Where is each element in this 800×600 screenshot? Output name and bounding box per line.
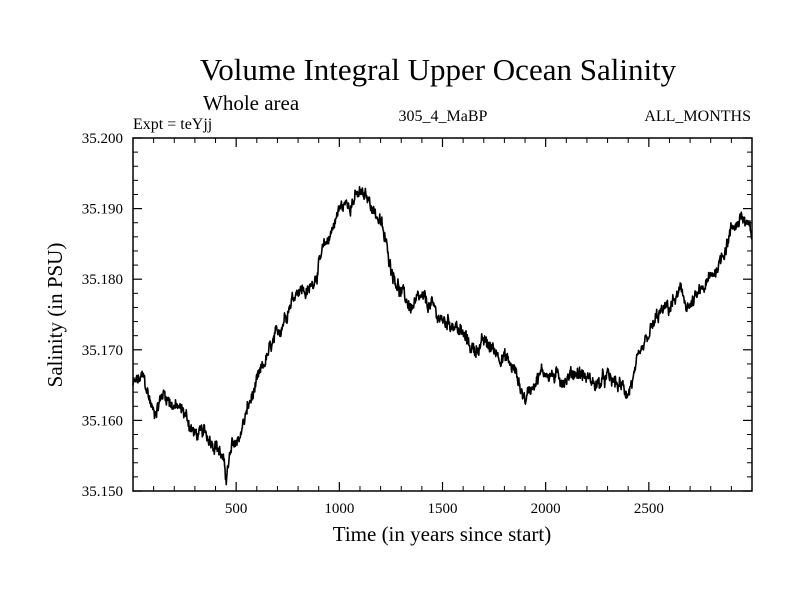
y-tick-label: 35.200 (82, 131, 123, 147)
y-tick-label: 35.190 (82, 202, 123, 218)
x-tick-label: 1500 (428, 501, 458, 517)
run-label: 305_4_MaBP (399, 108, 488, 125)
y-tick-label: 35.150 (82, 484, 123, 500)
y-tick-label: 35.170 (82, 343, 123, 359)
y-tick-label: 35.160 (82, 413, 123, 429)
salinity-series-line (132, 185, 753, 486)
x-axis-label: Time (in years since start) (333, 522, 552, 546)
experiment-label: Expt = teYjj (133, 116, 212, 133)
chart-title: Volume Integral Upper Ocean Salinity (200, 52, 677, 87)
x-tick-label: 1000 (324, 501, 354, 517)
chart-subtitle: Whole area (203, 91, 300, 115)
x-tick-label: 500 (225, 501, 248, 517)
y-axis-label: Salinity (in PSU) (43, 243, 67, 388)
y-tick-label: 35.180 (82, 272, 123, 288)
x-axis-ticks: 500 1000 1500 2000 2500 (153, 138, 732, 517)
x-tick-label: 2000 (531, 501, 561, 517)
months-label: ALL_MONTHS (644, 108, 751, 125)
y-axis-ticks: 35.150 35.160 35.170 35.180 35.190 35.200 (82, 131, 752, 500)
x-tick-label: 2500 (634, 501, 664, 517)
plot-area (132, 185, 753, 486)
